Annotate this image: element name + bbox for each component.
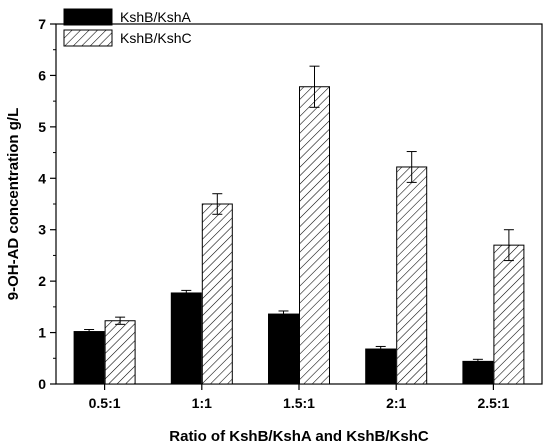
- y-tick-label: 0: [38, 376, 46, 392]
- legend-swatch-series-2: [63, 29, 113, 47]
- x-tick-label: 2.5:1: [477, 395, 509, 411]
- x-tick-label: 1:1: [192, 395, 212, 411]
- legend-label-series-1: KshB/KshA: [120, 9, 191, 25]
- x-tick-label: 0.5:1: [89, 395, 121, 411]
- x-axis-title: Ratio of KshB/KshA and KshB/KshC: [169, 428, 429, 445]
- y-tick-label: 1: [38, 325, 46, 341]
- legend: KshB/KshA KshB/KshC: [63, 8, 192, 47]
- error-bars: [84, 65, 514, 364]
- y-tick-label: 3: [38, 222, 46, 238]
- bar-series-2: [493, 244, 525, 385]
- y-tick-label: 4: [38, 170, 46, 186]
- bar-series-1: [365, 348, 397, 385]
- bar-series-1: [462, 360, 494, 385]
- x-tick-label: 2:1: [386, 395, 406, 411]
- bar-series-2: [201, 203, 233, 385]
- bar-series-2: [104, 320, 136, 385]
- bars: [73, 86, 525, 385]
- x-tick-label: 1.5:1: [283, 395, 315, 411]
- y-tick-label: 7: [38, 16, 46, 32]
- bar-series-1: [170, 292, 202, 385]
- y-axis-title: 9-OH-AD concentration g/L: [5, 108, 22, 301]
- y-tick-label: 5: [38, 119, 46, 135]
- bar-series-2: [396, 166, 428, 385]
- y-tick-label: 6: [38, 67, 46, 83]
- bar-series-1: [268, 313, 299, 385]
- y-tick-label: 2: [38, 273, 46, 289]
- legend-label-series-2: KshB/KshC: [120, 30, 192, 46]
- x-axis: 0.5:1 1:1 1.5:1 2:1 2.5:1: [89, 384, 510, 411]
- bar-series-1: [73, 331, 105, 385]
- y-axis: 0 1 2 3 4 5 6 7: [38, 16, 56, 392]
- legend-swatch-series-1: [63, 8, 113, 26]
- bar-series-2: [299, 86, 330, 385]
